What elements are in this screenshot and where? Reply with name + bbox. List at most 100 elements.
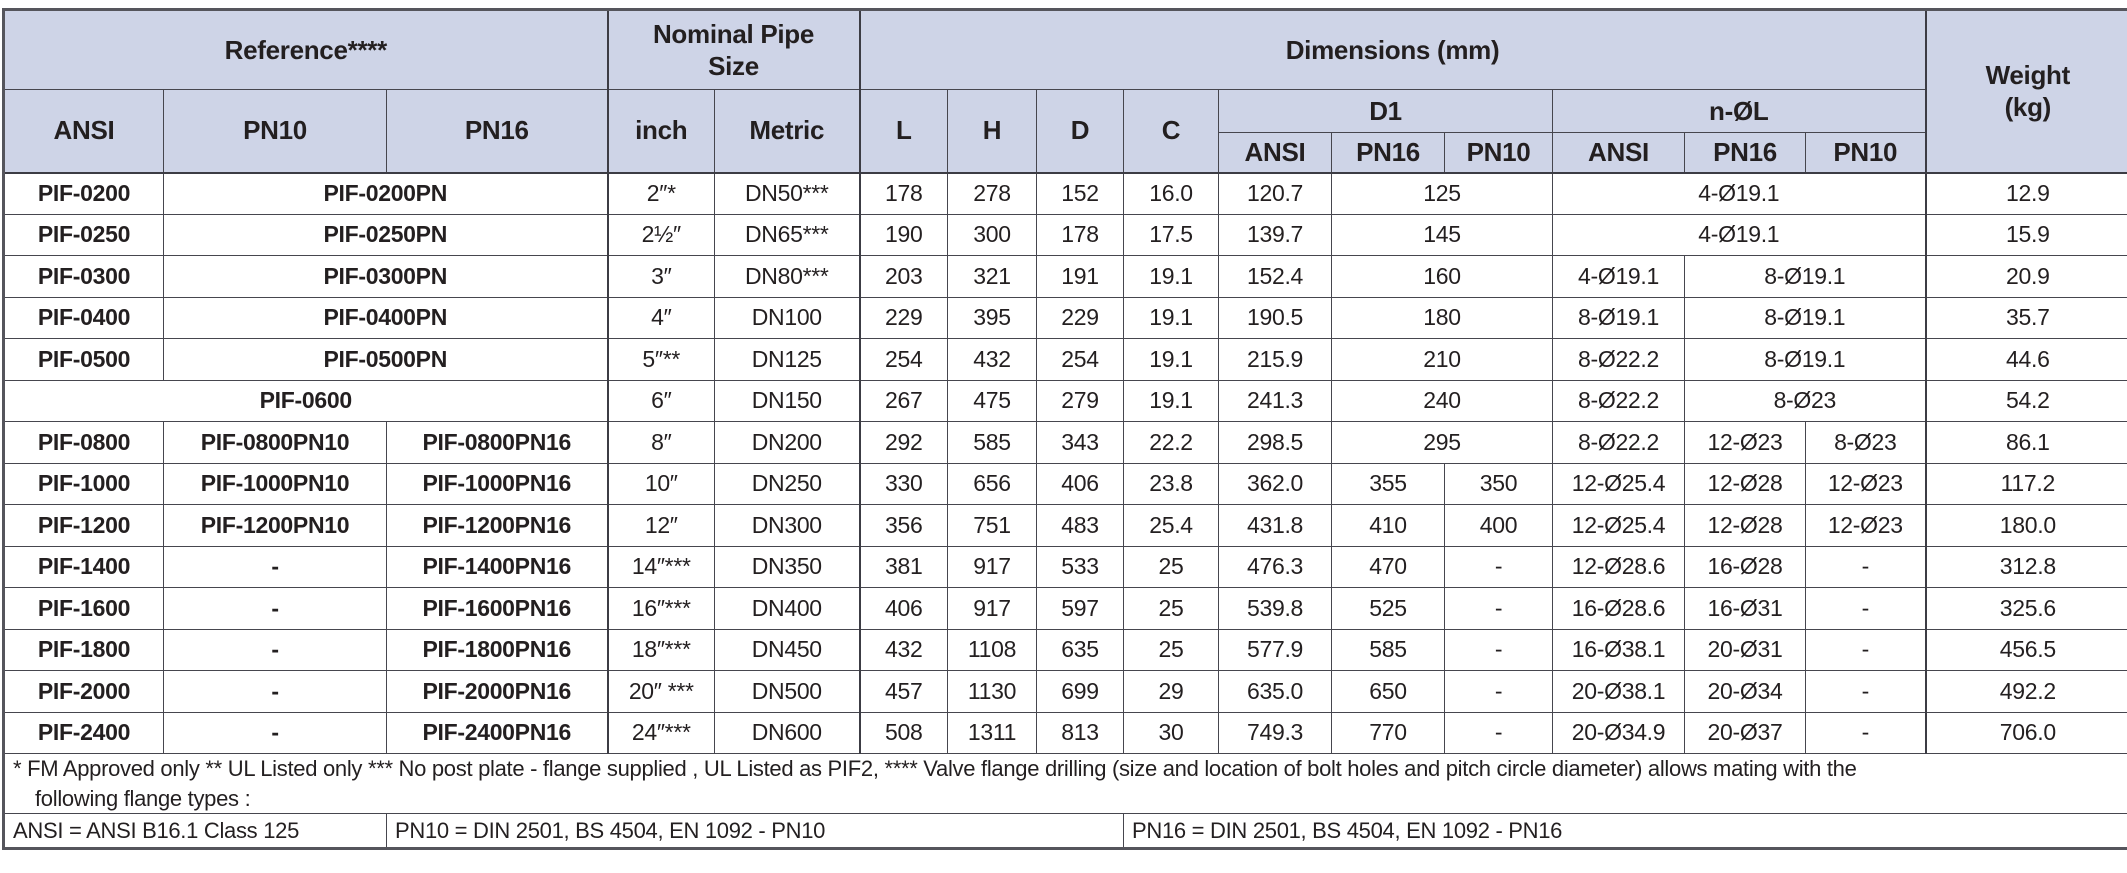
cell: 25 [1123, 587, 1220, 630]
cell: 585 [947, 421, 1038, 464]
cell: DN65*** [713, 213, 861, 256]
cell: 10″ [606, 462, 715, 505]
cell: 577.9 [1218, 628, 1333, 671]
cell: DN500 [713, 670, 861, 713]
cell: 16-Ø38.1 [1552, 628, 1686, 671]
cell: 19.1 [1123, 255, 1220, 298]
cell: 15.9 [1924, 213, 2127, 256]
cell: 35.7 [1924, 296, 2127, 339]
cell: PIF-0400PN [163, 296, 608, 339]
cell: 241.3 [1218, 379, 1333, 422]
cell: 4″ [606, 296, 715, 339]
cell: 190.5 [1218, 296, 1333, 339]
cell: 229 [858, 296, 949, 339]
cell: 585 [1331, 628, 1446, 671]
cell: PIF-1800 [3, 628, 164, 671]
cell: PIF-0200PN [163, 171, 608, 215]
cell: 533 [1036, 545, 1125, 588]
col-header-d: D [1036, 89, 1125, 173]
cell: 355 [1331, 462, 1446, 505]
cell: 325.6 [1924, 587, 2127, 630]
col-group-reference: Reference**** [3, 9, 608, 90]
cell: 180.0 [1924, 504, 2127, 547]
cell: 539.8 [1218, 587, 1333, 630]
cell: PIF-1600 [3, 587, 164, 630]
cell: PIF-1200PN10 [163, 504, 387, 547]
cell: 395 [947, 296, 1038, 339]
cell: 117.2 [1924, 462, 2127, 505]
cell: PIF-0800PN16 [386, 421, 608, 464]
cell: 406 [858, 587, 949, 630]
cell: 152.4 [1218, 255, 1333, 298]
cell: 8-Ø22.2 [1552, 379, 1686, 422]
cell: 492.2 [1924, 670, 2127, 713]
col-header-ref-ansi: ANSI [3, 89, 164, 173]
cell: 16-Ø28.6 [1552, 587, 1686, 630]
cell: 356 [858, 504, 949, 547]
cell: 312.8 [1924, 545, 2127, 588]
col-header-ref-pn16: PN16 [386, 89, 608, 173]
cell: PIF-2000 [3, 670, 164, 713]
cell: 1130 [947, 670, 1038, 713]
cell: 20.9 [1924, 255, 2127, 298]
cell: 8-Ø19.1 [1552, 296, 1686, 339]
cell: PIF-1600PN16 [386, 587, 608, 630]
cell: 54.2 [1924, 379, 2127, 422]
cell: 19.1 [1123, 338, 1220, 381]
cell: 656 [947, 462, 1038, 505]
cell: 300 [947, 213, 1038, 256]
table-row: PIF-0300 PIF-0300PN 3″ DN80*** 203 321 191 19.1… [3, 255, 2127, 298]
def-ansi: ANSI = ANSI B16.1 Class 125 [3, 813, 387, 850]
table-row: PIF-2000- PIF-2000PN16 20″ *** DN500 457 1130… [3, 670, 2127, 713]
cell: 279 [1036, 379, 1125, 422]
cell: 24″*** [606, 711, 715, 754]
cell: DN100 [713, 296, 861, 339]
col-header-weight: Weight (kg) [1924, 9, 2127, 173]
cell: 12-Ø25.4 [1552, 504, 1686, 547]
cell: 699 [1036, 670, 1125, 713]
cell: 145 [1331, 213, 1554, 256]
cell: 25.4 [1123, 504, 1220, 547]
cell: 406 [1036, 462, 1125, 505]
cell: - [163, 587, 387, 630]
cell: 597 [1036, 587, 1125, 630]
table-row: PIF-0800 PIF-0800PN10 PIF-0800PN16 8″ DN200 2… [3, 421, 2127, 464]
def-pn16: PN16 = DIN 2501, BS 4504, EN 1092 - PN16 [1123, 813, 2127, 850]
cell: PIF-1400 [3, 545, 164, 588]
cell: DN200 [713, 421, 861, 464]
cell: 5″** [606, 338, 715, 381]
col-header-d1-pn16: PN16 [1331, 132, 1446, 173]
cell: PIF-0300 [3, 255, 164, 298]
cell: PIF-1400PN16 [386, 545, 608, 588]
cell: DN400 [713, 587, 861, 630]
cell: 6″ [606, 379, 715, 422]
cell: 751 [947, 504, 1038, 547]
cell: 152 [1036, 171, 1125, 215]
table-row: PIF-0500 PIF-0500PN 5″** DN125 254 432 254 19.1… [3, 338, 2127, 381]
cell: 292 [858, 421, 949, 464]
table-row: PIF-2400- PIF-2400PN16 24″*** DN600 508 1311 8… [3, 711, 2127, 754]
table-row: PIF-1200 PIF-1200PN10 PIF-1200PN16 12″ DN300… [3, 504, 2127, 547]
cell: 240 [1331, 379, 1554, 422]
cell: DN300 [713, 504, 861, 547]
cell: 16.0 [1123, 171, 1220, 215]
cell: DN450 [713, 628, 861, 671]
cell: 8-Ø23 [1805, 421, 1927, 464]
cell: DN150 [713, 379, 861, 422]
cell: 8-Ø22.2 [1552, 338, 1686, 381]
cell: 16-Ø28 [1684, 545, 1807, 588]
cell: 210 [1331, 338, 1554, 381]
cell: 475 [947, 379, 1038, 422]
cell: 12-Ø28 [1684, 462, 1807, 505]
col-header-l: L [858, 89, 949, 173]
cell: PIF-0600 [3, 379, 608, 422]
cell: PIF-1000 [3, 462, 164, 505]
cell: - [1444, 587, 1554, 630]
col-header-d1-ansi: ANSI [1218, 132, 1333, 173]
cell: 203 [858, 255, 949, 298]
cell: 267 [858, 379, 949, 422]
cell: 20″ *** [606, 670, 715, 713]
cell: 456.5 [1924, 628, 2127, 671]
cell: 139.7 [1218, 213, 1333, 256]
definitions-row: ANSI = ANSI B16.1 Class 125 PN10 = DIN 2… [3, 813, 2127, 850]
